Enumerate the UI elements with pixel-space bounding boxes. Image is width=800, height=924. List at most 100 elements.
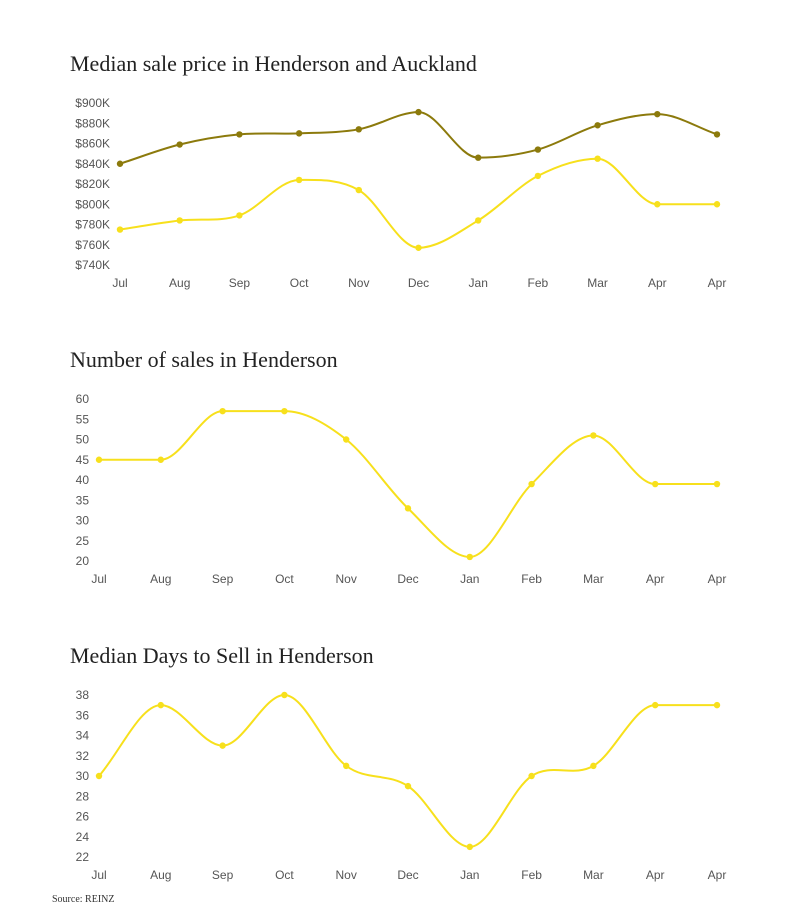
data-point [594, 122, 601, 129]
x-tick-label: Apr [648, 276, 667, 290]
chart-title-price: Median sale price in Henderson and Auckl… [70, 51, 477, 76]
x-tick-label: Feb [521, 572, 542, 586]
data-point [590, 762, 597, 770]
x-tick-label: Jan [469, 276, 488, 290]
data-point [534, 146, 542, 153]
source-note: Source: REINZ [52, 894, 115, 905]
y-tick-label: $880K [75, 116, 110, 130]
x-tick-label: Apr [708, 276, 727, 290]
x-tick-label: Jan [460, 572, 479, 586]
series-line-1 [119, 157, 718, 249]
data-point [404, 505, 412, 512]
y-tick-label: $820K [75, 177, 110, 191]
y-tick-label: $860K [75, 137, 110, 151]
chart-svg-price: $740K $760K $780K $800K $820K $840K $860K $880K… [75, 96, 727, 290]
data-point [534, 172, 542, 180]
y-tick-label: 45 [76, 453, 90, 467]
y-tick-label: 32 [76, 749, 90, 763]
x-tick-label: Oct [275, 868, 294, 882]
data-point [176, 141, 183, 148]
y-tick-label: 60 [76, 392, 90, 406]
x-tick-label: Oct [290, 276, 309, 290]
data-point [355, 126, 362, 133]
data-point [713, 131, 721, 138]
data-point [652, 480, 659, 488]
x-tick-label: Mar [583, 868, 604, 882]
data-point [590, 432, 597, 439]
x-tick-label: Aug [150, 868, 171, 882]
data-point [219, 407, 226, 415]
data-point [475, 154, 482, 161]
y-tick-label: 34 [76, 729, 90, 743]
x-tick-label: Nov [348, 276, 369, 290]
data-point [157, 701, 164, 709]
series-line-0 [98, 410, 718, 558]
x-tick-label: Aug [150, 572, 171, 586]
data-point [295, 176, 303, 184]
x-tick-label: Apr [708, 572, 727, 586]
data-point [236, 212, 243, 219]
data-point [281, 407, 288, 415]
chart-title-sales: Number of sales in Henderson [70, 347, 338, 372]
data-point [466, 843, 473, 851]
data-point [236, 131, 243, 138]
y-tick-label: 30 [76, 769, 90, 783]
y-tick-label: 22 [76, 850, 90, 864]
y-tick-label: $740K [75, 258, 110, 272]
data-point [157, 456, 164, 463]
data-point [355, 186, 362, 194]
data-point [654, 201, 661, 208]
x-tick-label: Apr [646, 868, 665, 882]
y-tick-label: 35 [76, 493, 90, 507]
x-tick-label: Oct [275, 572, 294, 586]
data-point [281, 691, 288, 699]
y-tick-label: $780K [75, 218, 110, 232]
data-point [713, 201, 721, 208]
y-tick-label: 40 [76, 473, 90, 487]
x-tick-label: Feb [528, 276, 549, 290]
x-tick-label: Nov [336, 868, 357, 882]
data-point [652, 701, 659, 709]
data-point [415, 244, 422, 251]
y-tick-label: 24 [76, 830, 90, 844]
data-point [95, 456, 103, 463]
x-tick-label: Sep [229, 276, 251, 290]
x-tick-label: Dec [408, 276, 429, 290]
data-point [594, 155, 601, 162]
data-point [713, 701, 721, 709]
data-point [415, 108, 422, 116]
x-tick-label: Jul [112, 276, 127, 290]
y-tick-label: 26 [76, 810, 90, 824]
y-tick-label: $760K [75, 238, 110, 252]
x-tick-label: Aug [169, 276, 190, 290]
data-point [475, 217, 482, 224]
chart-svg-days: 22 24 26 28 30 32 34 36 38 Jul Aug Sep Oct Nov Dec Jan F… [76, 688, 727, 882]
x-tick-label: Jul [91, 572, 106, 586]
y-tick-label: 20 [76, 554, 90, 568]
x-tick-label: Feb [521, 868, 542, 882]
chart-title-days: Median Days to Sell in Henderson [70, 643, 374, 668]
data-point [713, 480, 721, 488]
data-point [528, 772, 535, 780]
series-line-0 [119, 111, 718, 165]
y-tick-label: 28 [76, 789, 90, 803]
x-tick-label: Nov [336, 572, 357, 586]
x-tick-label: Sep [212, 868, 234, 882]
y-tick-label: 50 [76, 433, 90, 447]
data-point [95, 772, 103, 780]
x-tick-label: Jul [91, 868, 106, 882]
data-point [176, 217, 183, 224]
data-point [295, 130, 303, 137]
x-tick-label: Mar [587, 276, 608, 290]
y-tick-label: $840K [75, 157, 110, 171]
y-tick-label: 30 [76, 514, 90, 528]
x-tick-label: Apr [646, 572, 665, 586]
x-tick-label: Sep [212, 572, 234, 586]
y-tick-label: 36 [76, 708, 90, 722]
x-tick-label: Dec [397, 868, 418, 882]
data-point [219, 742, 226, 749]
x-tick-label: Mar [583, 572, 604, 586]
data-point [343, 436, 350, 443]
data-point [116, 226, 124, 233]
x-tick-label: Dec [397, 572, 418, 586]
